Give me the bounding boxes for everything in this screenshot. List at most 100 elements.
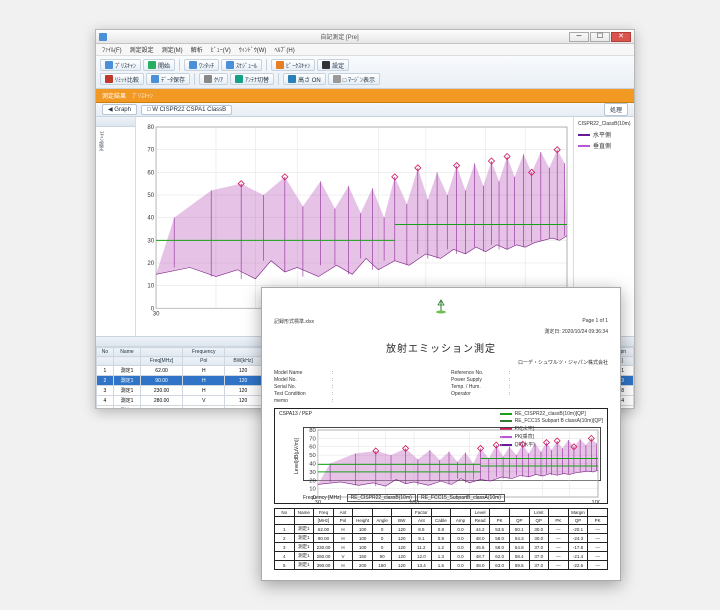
rtable-group-header [353,509,373,517]
report-field: Reference No.: [451,370,608,376]
toolbar-label: ﾘﾐｯﾄ比較 [115,75,139,84]
table-group-header: Frequency [183,348,225,357]
svg-text:20: 20 [309,478,316,484]
menu-item[interactable]: 測定設定 [130,45,154,54]
rtable-cell: 45.6 [470,543,490,552]
rtable-cell: 37.0 [529,561,549,570]
rtable-cell: 測定1 [294,543,314,552]
toolbar-button[interactable]: □ ﾏｰｼﾞﾝ表示 [328,73,380,85]
rtable-cell: 測定1 [294,525,314,534]
graph-tab[interactable]: ◀ Graph [102,104,137,115]
toolbar-icon [235,75,243,83]
maximize-button[interactable]: ☐ [590,32,610,42]
rtable-cell: — [588,561,608,570]
accent-sub: ﾌﾟﾘｽｷｬﾝ [132,91,153,100]
rtable-cell: 0 [372,534,392,543]
report-field-value: : [509,370,510,376]
rtable-cell: H [333,525,353,534]
rtable-cell: 0.0 [451,534,471,543]
toolbar-icon [105,61,113,69]
process-button[interactable]: 処理 [604,103,628,116]
toolbar-label: ｽｹｼﾞｭｰﾙ [236,61,257,70]
rtable-column-header: Amp [451,517,471,525]
table-cell: 測定1 [113,376,140,386]
toolbar-button[interactable]: 設定 [317,59,349,71]
toolbar-button[interactable]: ｸﾘｱ [199,73,228,85]
report-chart-plot: 01020304050607080301001000 [303,427,601,481]
toolbar-button[interactable]: ﾋﾟｰｸｽｷｬﾝ [271,59,315,71]
accent-label: 測定結果 [102,91,126,100]
close-button[interactable]: ✕ [611,32,631,42]
mode-toggle[interactable]: □ W CISPR22 CSPA1 ClassB [141,105,232,115]
rtable-cell: 1.3 [431,552,451,561]
rtable-cell: — [549,552,569,561]
rtable-cell: 0.8 [431,525,451,534]
report-field-label: Power Supply [451,377,503,383]
table-cell: H [183,376,225,386]
report-field-value: : [332,370,333,376]
rtable-group-header: Level [470,509,490,517]
toolbar-button[interactable]: 開始 [143,59,175,71]
rtable-cell: -21.4 [568,552,588,561]
toolbar-label: ﾋﾟｰｸｽｷｬﾝ [286,61,310,70]
menu-item[interactable]: ﾋﾞｭｰ(V) [211,45,231,54]
report-company: ローデ・シュワルツ・ジャパン株式会社 [274,359,608,366]
menu-item[interactable]: 測定(M) [162,45,183,54]
toolbar-label: □ ﾏｰｼﾞﾝ表示 [343,75,375,84]
rtable-cell: 0.9 [431,534,451,543]
toolbar-separator [278,73,279,85]
rtable-column-header: QP [568,517,588,525]
rtable-cell: 58.0 [490,534,510,543]
report-field-label: Test Condition [274,391,326,397]
table-cell: H [183,406,225,409]
rtable-cell: 44.2 [470,525,490,534]
legend-swatch [578,145,590,147]
rtable-cell: 120 [392,534,412,543]
toolbar-button[interactable]: ｱﾝﾃﾅ切替 [230,73,274,85]
menu-item[interactable]: ﾍﾙﾌﾟ(H) [274,45,294,54]
titlebar[interactable]: 自記測定 [Pre] ─ ☐ ✕ [96,30,634,44]
report-field-value: : [332,384,333,390]
rtable-cell: 30.0 [529,534,549,543]
toolbar-row-2: ﾘﾐｯﾄ比較 ﾃﾞｰﾀ保存 ｸﾘｱ ｱﾝﾃﾅ切替 高さ ON □ ﾏｰｼﾞﾝ表示 [100,72,630,86]
rtable-cell: 54.3 [509,534,529,543]
toolbar-button[interactable]: 高さ ON [283,73,326,85]
table-column-header[interactable] [113,357,140,366]
rtable-cell: 0.0 [451,525,471,534]
report-filename: 記録形式標準.xlsx [274,318,314,325]
left-panel-tab[interactable]: ｽｷｬﾝ設定 [96,127,107,155]
toolbar-icon [105,75,113,83]
rtable-cell: -17.8 [568,543,588,552]
rtable-cell: -24.3 [568,534,588,543]
table-cell: 90.00 [141,376,183,386]
menu-item[interactable]: ﾌｧｲﾙ(F) [102,45,122,54]
rtable-cell: — [549,561,569,570]
toolbar-button[interactable]: ﾃﾞｰﾀ保存 [146,73,190,85]
report-field-label: memo [274,398,326,404]
toolbar-icon [204,75,212,83]
toolbar-button[interactable]: ﾘﾐｯﾄ比較 [100,73,144,85]
report-logo [274,298,608,314]
rtable-row: 5測定1390.00H20018012013.41.60.048.063.059… [275,561,608,570]
table-column-header[interactable]: BW[kHz] [225,357,261,366]
table-column-header[interactable]: Freq[MHz] [141,357,183,366]
menu-item[interactable]: ｳｨﾝﾄﾞｳ(W) [239,45,267,54]
report-field: Model Name: [274,370,431,376]
rtable-column-header: PK [588,517,608,525]
rtable-cell: — [588,543,608,552]
rtable-row: 2測定190.00H10001209.10.90.048.058.054.330… [275,534,608,543]
toolbar-button[interactable]: ﾌﾟﾘｽｷｬﾝ [100,59,141,71]
table-cell: 測定1 [113,366,140,376]
toolbar-icon [276,61,284,69]
rtable-cell: 48.0 [470,534,490,543]
report-field-label: Operator [451,391,503,397]
toolbar-button[interactable]: ﾜﾝﾀｯﾁ [184,59,219,71]
toolbar-icon [148,61,156,69]
minimize-button[interactable]: ─ [569,32,589,42]
table-cell: 120 [225,376,261,386]
table-column-header[interactable] [97,357,114,366]
table-column-header[interactable]: Pol [183,357,225,366]
toolbar-button[interactable]: ｽｹｼﾞｭｰﾙ [221,59,262,71]
toolbar-label: ｱﾝﾃﾅ切替 [245,75,269,84]
menu-item[interactable]: 解析 [191,45,203,54]
